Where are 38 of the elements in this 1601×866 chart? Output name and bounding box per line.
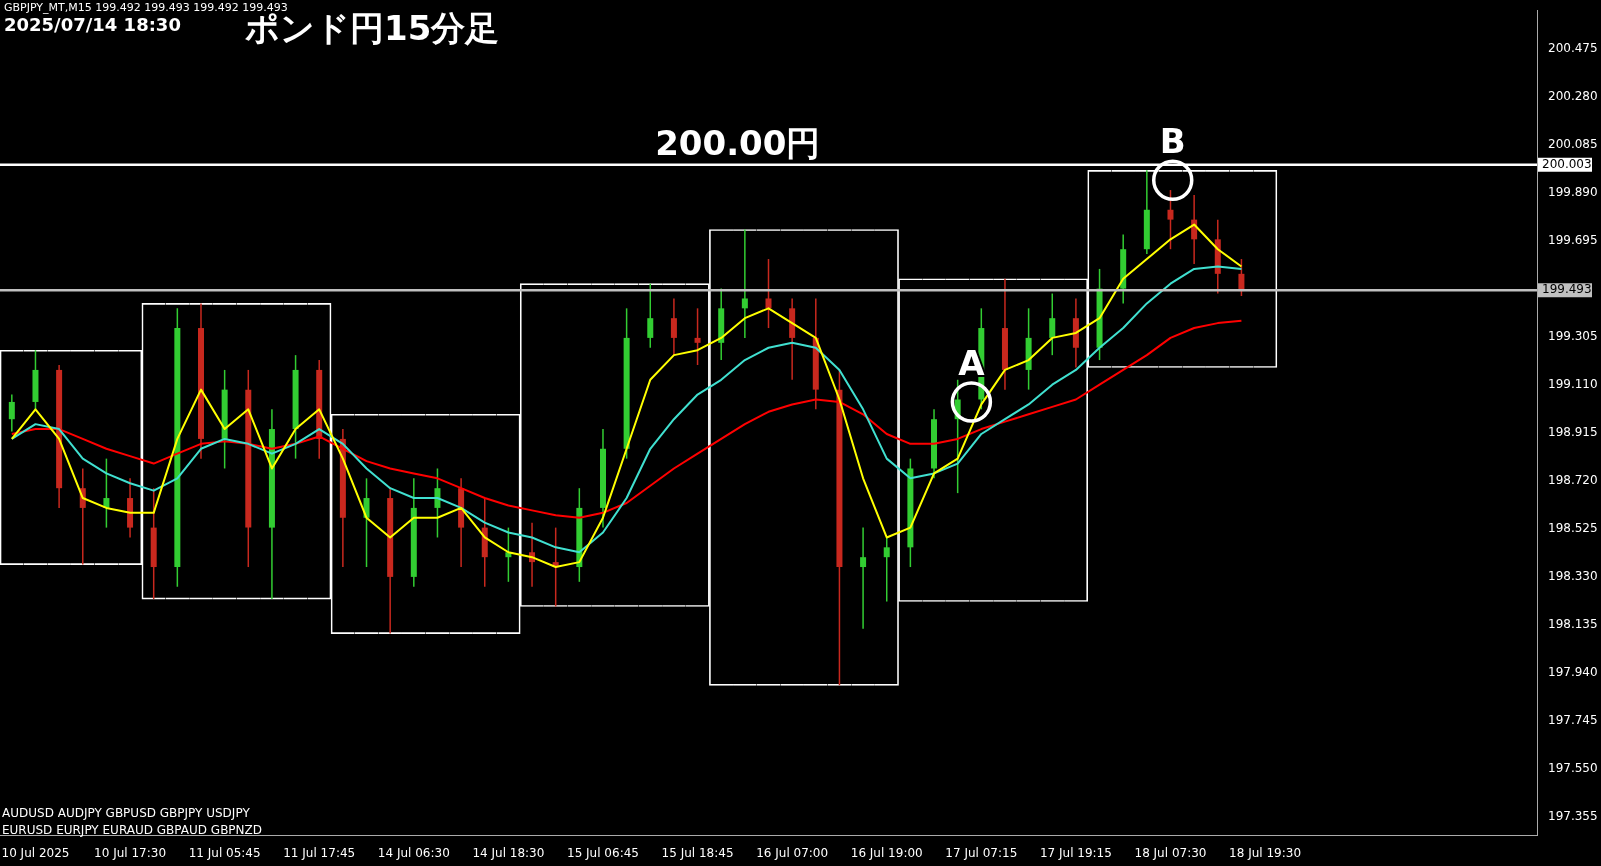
annotation: 2025/07/14 18:30 <box>4 14 181 35</box>
y-tick-label: 199.305 <box>1548 328 1598 343</box>
y-tick-label: 200.475 <box>1548 40 1598 55</box>
x-tick-label: 17 Jul 19:15 <box>1039 845 1112 860</box>
x-tick-label: 11 Jul 05:45 <box>188 845 261 860</box>
annotation: AUDUSD AUDJPY GBPUSD GBPJPY USDJPY <box>2 806 250 820</box>
y-tick-label: 200.280 <box>1548 88 1598 103</box>
y-tick-label: 197.355 <box>1548 809 1598 824</box>
ref-line-label: 199.493 <box>1542 282 1592 297</box>
annotation: EURUSD EURJPY EURAUD GBPAUD GBPNZD <box>2 823 263 837</box>
y-tick-label: 199.110 <box>1548 376 1598 391</box>
x-tick-label: 16 Jul 19:00 <box>850 845 923 860</box>
x-tick-label: 10 Jul 17:30 <box>94 845 167 860</box>
ref-line-label: 200.003 <box>1542 156 1592 171</box>
x-tick-label: 18 Jul 07:30 <box>1134 845 1207 860</box>
y-tick-label: 199.890 <box>1548 184 1598 199</box>
y-tick-label: 197.745 <box>1548 713 1598 728</box>
x-tick-label: 18 Jul 19:30 <box>1229 845 1302 860</box>
x-tick-label: 14 Jul 06:30 <box>377 845 450 860</box>
y-tick-label: 197.940 <box>1548 665 1598 680</box>
x-tick-label: 14 Jul 18:30 <box>472 845 545 860</box>
annotation: GBPJPY_MT,M15 199.492 199.493 199.492 199.493 <box>4 1 288 14</box>
x-tick-label: 15 Jul 06:45 <box>566 845 639 860</box>
x-tick-label: 10 Jul 2025 <box>1 845 70 860</box>
x-tick-label: 11 Jul 17:45 <box>283 845 356 860</box>
x-tick-label: 17 Jul 07:15 <box>945 845 1018 860</box>
y-tick-label: 198.135 <box>1548 617 1598 632</box>
annotation: 200.00円 <box>655 122 821 163</box>
y-tick-label: 198.720 <box>1548 472 1598 487</box>
y-tick-label: 198.915 <box>1548 424 1598 439</box>
y-tick-label: 198.330 <box>1548 569 1598 584</box>
x-tick-label: 15 Jul 18:45 <box>661 845 734 860</box>
x-tick-label: 16 Jul 07:00 <box>756 845 829 860</box>
y-tick-label: 200.085 <box>1548 136 1598 151</box>
y-tick-label: 197.550 <box>1548 761 1598 776</box>
annotation: B <box>1159 121 1186 162</box>
y-tick-label: 199.695 <box>1548 232 1598 247</box>
y-tick-label: 198.525 <box>1548 520 1598 535</box>
